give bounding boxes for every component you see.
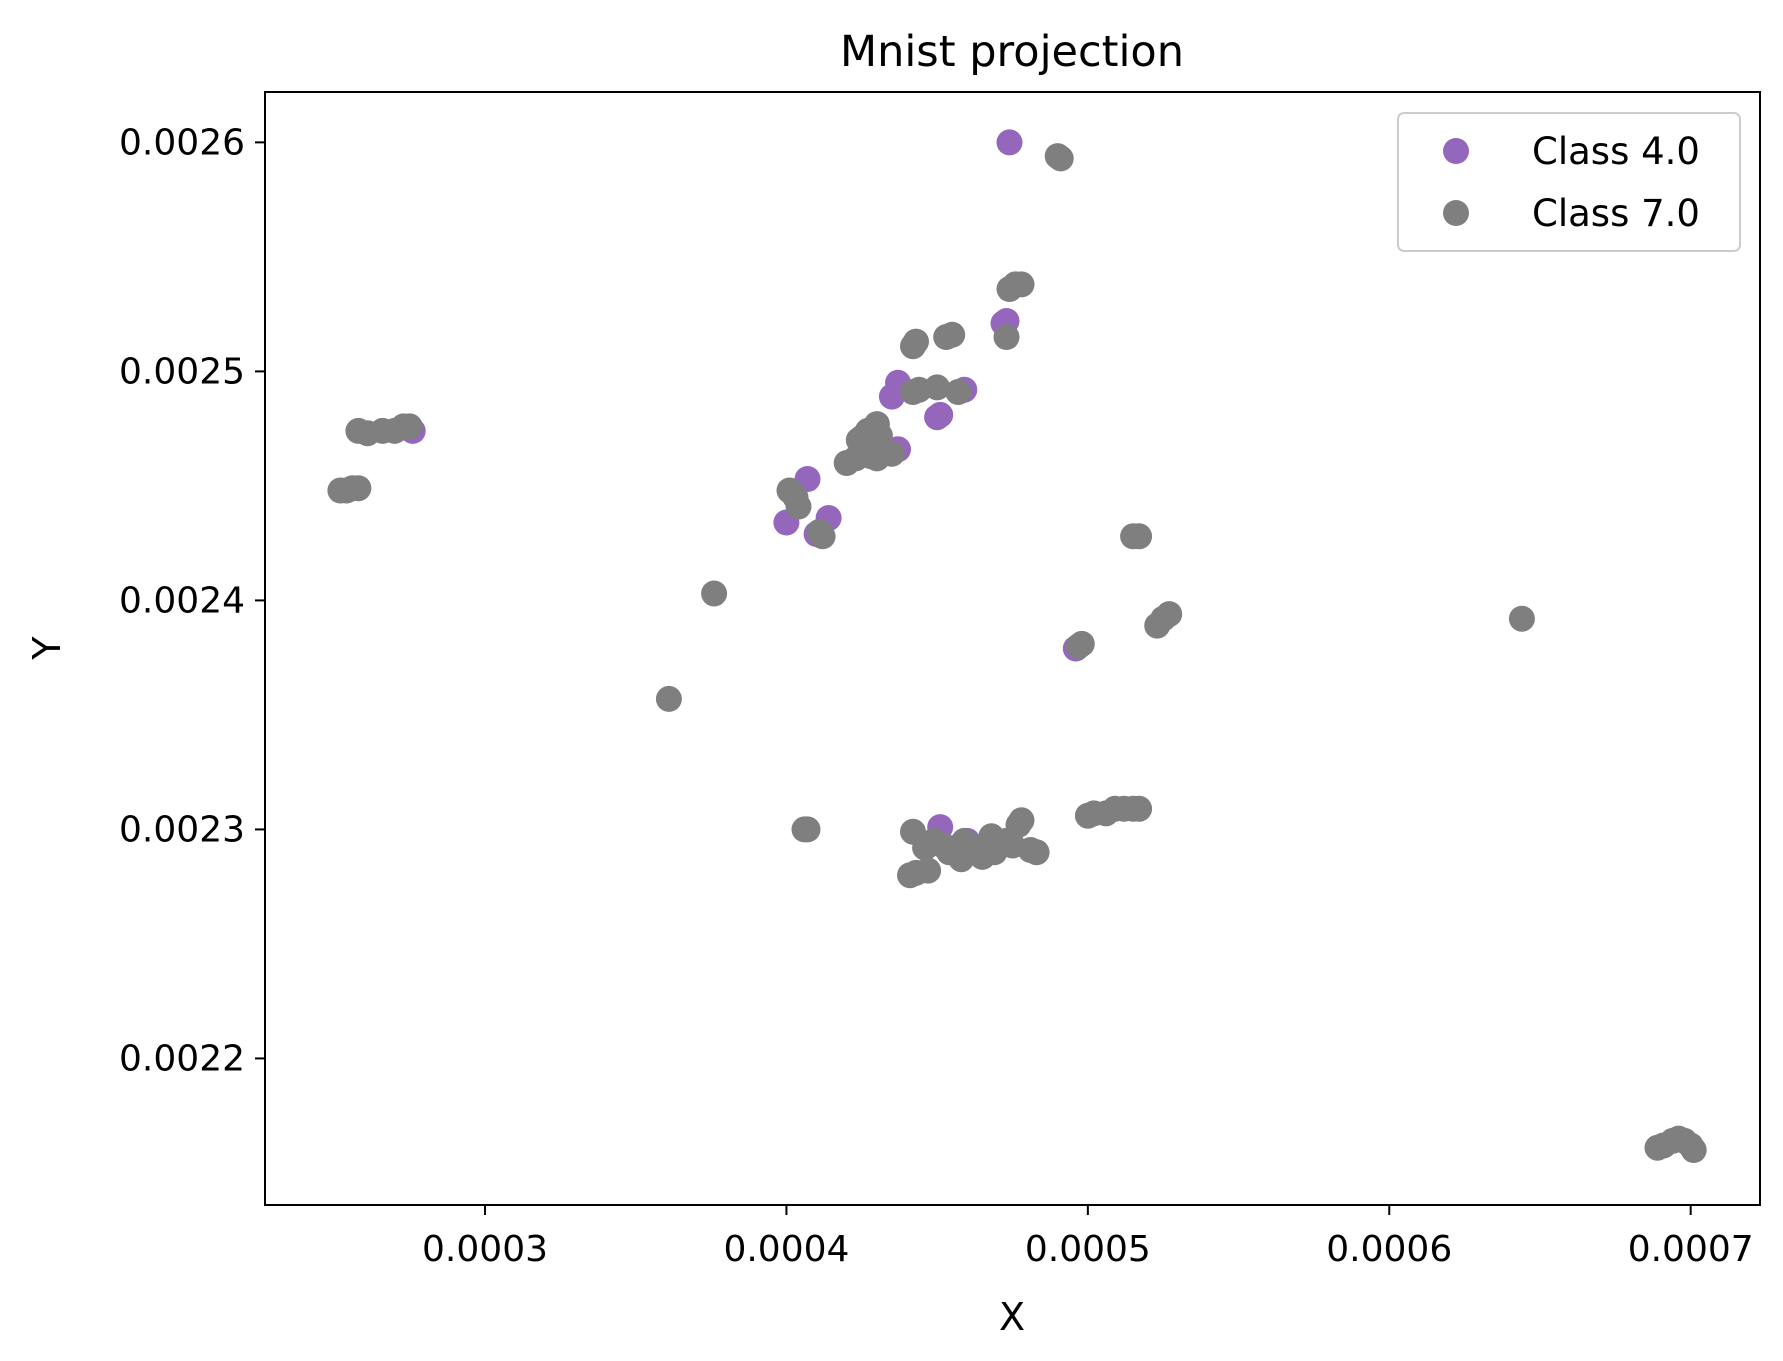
data-point [1023, 839, 1050, 866]
legend: Class 4.0 Class 7.0 [1397, 112, 1741, 252]
y-axis: 0.0022 0.0023 0.0024 0.0025 0.0026 [119, 122, 265, 1079]
data-point [915, 857, 942, 884]
data-point [903, 328, 929, 355]
data-point [945, 379, 972, 405]
y-tick-label: 0.0023 [119, 809, 245, 850]
data-point [794, 816, 821, 843]
points-layer [327, 129, 1707, 1163]
data-point [1068, 630, 1095, 657]
data-point [1126, 523, 1153, 550]
data-point [809, 523, 836, 550]
data-point [924, 374, 951, 401]
series-class-7 [327, 143, 1707, 1163]
x-tick-label: 0.0007 [1628, 1229, 1754, 1270]
data-point [833, 450, 860, 476]
x-tick-label: 0.0004 [723, 1229, 849, 1270]
data-point [1047, 145, 1074, 172]
data-point [1008, 271, 1035, 298]
legend-marker-class-4 [1443, 138, 1469, 164]
data-point [863, 445, 890, 472]
x-axis: 0.0003 0.0004 0.0005 0.0006 0.0007 [422, 1205, 1754, 1270]
y-tick-label: 0.0025 [119, 351, 245, 392]
plot-frame [264, 91, 1761, 1206]
data-point [996, 129, 1023, 156]
data-point [1126, 795, 1153, 822]
legend-label-class-7: Class 7.0 [1532, 192, 1700, 235]
data-point [345, 475, 372, 502]
x-tick-label: 0.0003 [422, 1229, 548, 1270]
data-point [878, 383, 905, 410]
legend-label-class-4: Class 4.0 [1532, 130, 1700, 173]
data-point [924, 404, 951, 431]
x-axis-label: X [999, 1295, 1025, 1339]
legend-box [1397, 112, 1741, 252]
legend-marker-class-7 [1443, 200, 1469, 226]
data-point [939, 321, 966, 348]
x-tick-label: 0.0006 [1326, 1229, 1452, 1270]
data-point [1008, 807, 1035, 834]
y-tick-label: 0.0024 [119, 580, 245, 621]
data-point [993, 324, 1020, 350]
y-tick-label: 0.0022 [119, 1038, 245, 1079]
data-point [1508, 605, 1535, 632]
y-tick-label: 0.0026 [119, 122, 245, 163]
data-point [701, 580, 728, 607]
data-point [1156, 601, 1183, 628]
data-point [655, 685, 682, 712]
data-point [1680, 1137, 1707, 1163]
data-point [396, 413, 423, 440]
x-tick-label: 0.0005 [1025, 1229, 1151, 1270]
chart-title: Mnist projection [840, 27, 1184, 77]
data-point [785, 493, 812, 520]
y-axis-label: Y [25, 636, 69, 661]
